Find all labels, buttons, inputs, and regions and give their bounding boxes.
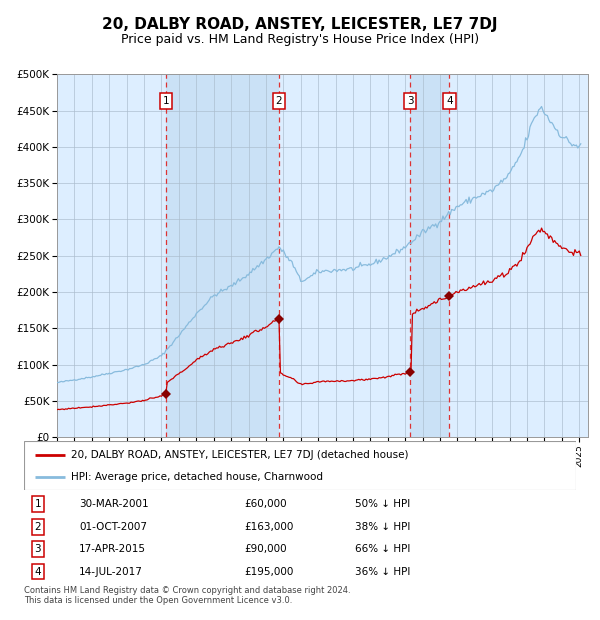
Text: 20, DALBY ROAD, ANSTEY, LEICESTER, LE7 7DJ: 20, DALBY ROAD, ANSTEY, LEICESTER, LE7 7… xyxy=(102,17,498,32)
Text: 36% ↓ HPI: 36% ↓ HPI xyxy=(355,567,410,577)
Text: 4: 4 xyxy=(446,96,452,106)
Text: £195,000: £195,000 xyxy=(245,567,294,577)
Text: 3: 3 xyxy=(407,96,413,106)
Text: Contains HM Land Registry data © Crown copyright and database right 2024.
This d: Contains HM Land Registry data © Crown c… xyxy=(24,586,350,605)
Text: 1: 1 xyxy=(34,499,41,509)
Text: 20, DALBY ROAD, ANSTEY, LEICESTER, LE7 7DJ (detached house): 20, DALBY ROAD, ANSTEY, LEICESTER, LE7 7… xyxy=(71,450,409,460)
Text: 2: 2 xyxy=(275,96,282,106)
Text: £163,000: £163,000 xyxy=(245,521,294,531)
Text: 4: 4 xyxy=(34,567,41,577)
Text: £60,000: £60,000 xyxy=(245,499,287,509)
Text: HPI: Average price, detached house, Charnwood: HPI: Average price, detached house, Char… xyxy=(71,472,323,482)
Text: 1: 1 xyxy=(163,96,169,106)
Text: 14-JUL-2017: 14-JUL-2017 xyxy=(79,567,143,577)
Text: 66% ↓ HPI: 66% ↓ HPI xyxy=(355,544,410,554)
Bar xyxy=(166,74,279,437)
Text: £90,000: £90,000 xyxy=(245,544,287,554)
Bar xyxy=(410,74,449,437)
Text: 3: 3 xyxy=(34,544,41,554)
Text: 38% ↓ HPI: 38% ↓ HPI xyxy=(355,521,410,531)
Text: 17-APR-2015: 17-APR-2015 xyxy=(79,544,146,554)
Text: 50% ↓ HPI: 50% ↓ HPI xyxy=(355,499,410,509)
Text: 30-MAR-2001: 30-MAR-2001 xyxy=(79,499,149,509)
Text: 2: 2 xyxy=(34,521,41,531)
Text: Price paid vs. HM Land Registry's House Price Index (HPI): Price paid vs. HM Land Registry's House … xyxy=(121,33,479,46)
Text: 01-OCT-2007: 01-OCT-2007 xyxy=(79,521,147,531)
